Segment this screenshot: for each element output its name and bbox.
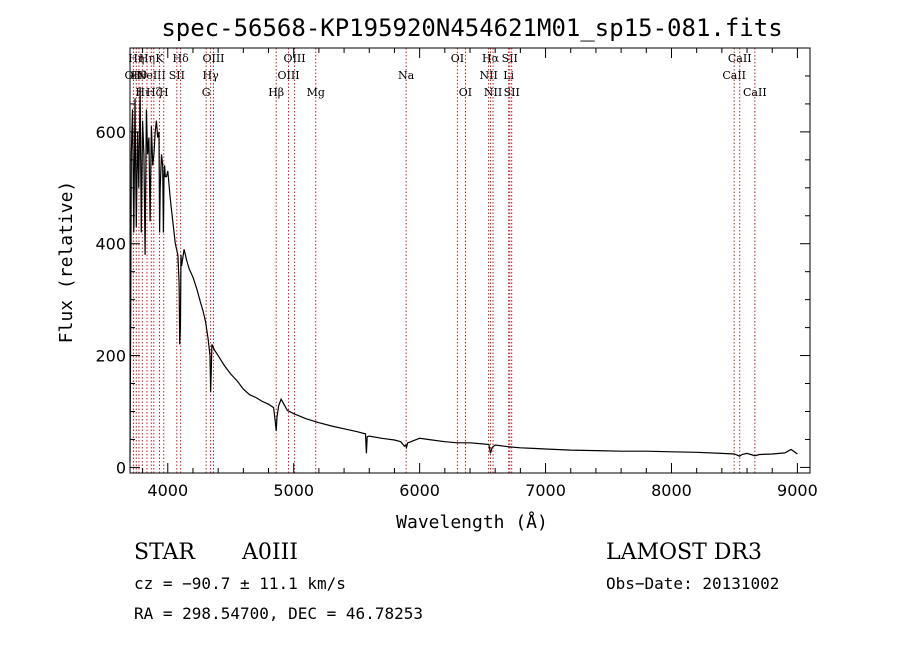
- y-tick-label-0: 0: [116, 458, 126, 477]
- x-tick-label-5: 9000: [777, 481, 818, 500]
- x-tick-label-3: 7000: [525, 481, 566, 500]
- line-label-5: NeIII: [137, 69, 166, 82]
- y-tick-label-2: 400: [95, 235, 126, 254]
- plot-frame: [129, 47, 811, 474]
- line-label-11: G: [202, 86, 211, 99]
- x-axis-label: Wavelength (Å): [396, 511, 548, 533]
- y-tick-label-1: 200: [95, 347, 126, 366]
- observation-date: Obs−Date: 20131002: [606, 574, 780, 593]
- line-label-14: Hβ: [268, 86, 284, 99]
- chart-title: spec-56568-KP195920N454621M01_sp15-081.f…: [161, 14, 782, 42]
- line-label-16: OIII: [284, 52, 306, 65]
- x-tick-label-1: 5000: [273, 481, 314, 500]
- line-label-7: K: [155, 52, 164, 65]
- line-label-19: OI: [451, 52, 464, 65]
- line-label-27: CaII: [722, 69, 746, 82]
- y-tick-label-3: 600: [95, 123, 126, 142]
- line-label-9: SII: [169, 69, 185, 82]
- flux-series-line: [129, 87, 798, 462]
- line-label-23: NII: [484, 86, 502, 99]
- spectral-line-markers: OIIHηHθHιHηNeIIIHζKHSIIHδGHγOIIIHβOIIIOI…: [125, 48, 767, 473]
- object-class: STAR: [134, 540, 195, 565]
- line-label-1: Hη: [128, 52, 144, 65]
- line-label-15: OIII: [278, 69, 300, 82]
- line-label-10: Hδ: [173, 52, 190, 65]
- x-tick-label-2: 6000: [399, 481, 440, 500]
- x-tick-label-4: 8000: [651, 481, 692, 500]
- axis-ticks: 4000 5000 6000 7000 8000 9000 0 200 400 600: [95, 48, 818, 500]
- coordinates: RA = 298.54700, DEC = 46.78253: [134, 604, 423, 623]
- plot-axes: [129, 47, 811, 474]
- line-label-28: CaII: [728, 52, 752, 65]
- line-label-12: Hγ: [203, 69, 220, 82]
- line-label-29: CaII: [743, 86, 767, 99]
- line-label-22: Hα: [482, 52, 500, 65]
- line-label-26: SII: [504, 86, 520, 99]
- x-tick-label-0: 4000: [147, 481, 188, 500]
- line-label-20: OI: [459, 86, 472, 99]
- line-label-6: Hζ: [146, 86, 162, 99]
- line-label-17: Mg: [307, 86, 325, 99]
- line-label-4: Hη: [139, 52, 155, 65]
- redshift-velocity: cz = −90.7 ± 11.1 km/s: [134, 574, 346, 593]
- line-label-3: Hι: [135, 86, 149, 99]
- line-label-18: Na: [398, 69, 415, 82]
- y-axis-label: Flux (relative): [56, 181, 77, 344]
- line-label-24: Li: [503, 69, 514, 82]
- line-label-2: Hθ: [131, 69, 148, 82]
- line-label-13: OIII: [202, 52, 224, 65]
- survey-name: LAMOST DR3: [606, 540, 762, 565]
- object-subclass: A0III: [242, 540, 298, 565]
- line-label-21: NII: [479, 69, 497, 82]
- line-label-8: H: [159, 86, 169, 99]
- line-label-25: SII: [502, 52, 518, 65]
